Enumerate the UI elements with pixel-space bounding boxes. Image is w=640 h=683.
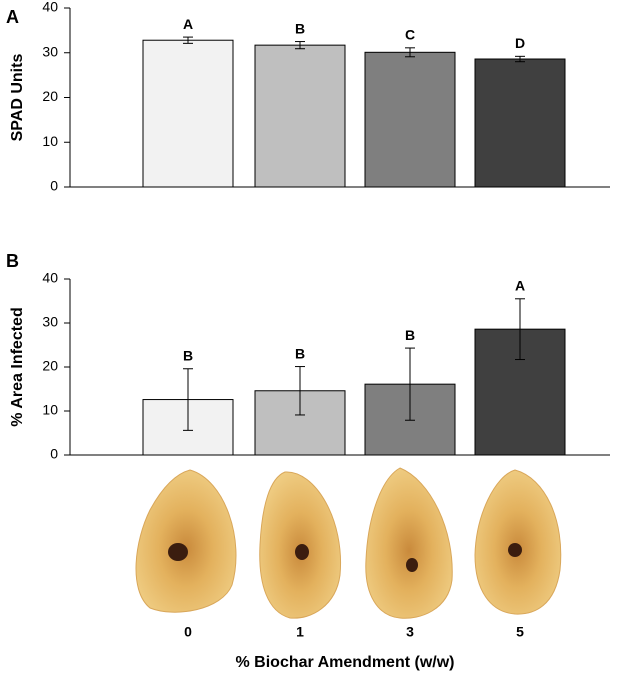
panel-label: B [6,251,19,271]
lesion [295,544,309,560]
y-tick-label: 10 [42,402,58,418]
x-axis-label: % Biochar Amendment (w/w) [236,654,455,671]
significance-letter: B [295,345,305,361]
y-tick-label: 30 [42,314,58,330]
y-tick-label: 0 [50,446,58,462]
leaf-images [135,467,562,619]
x-tick-label: 3 [406,624,414,640]
significance-letter: C [405,27,415,43]
significance-letter: D [515,35,525,51]
panel-label: A [6,7,19,27]
leaf [135,469,237,613]
bar [142,39,234,188]
significance-letter: B [405,327,415,343]
y-tick-label: 30 [42,43,58,59]
x-tick-label: 5 [516,624,524,640]
y-tick-label: 20 [42,358,58,374]
bar [474,58,566,188]
leaf [474,469,562,615]
x-tick-label: 1 [296,624,304,640]
y-tick-label: 10 [42,133,58,149]
leaf [365,467,453,619]
significance-letter: A [183,16,193,32]
y-tick-label: 0 [50,178,58,194]
y-tick-label: 20 [42,88,58,104]
x-tick-label: 0 [184,624,192,640]
bar [254,44,346,188]
significance-letter: B [183,347,193,363]
y-tick-label: 40 [42,270,58,286]
y-tick-label: 40 [42,0,58,15]
y-axis-label: SPAD Units [9,54,26,142]
lesion [406,558,418,572]
bar [364,51,456,188]
significance-letter: A [515,278,525,294]
significance-letter: B [295,20,305,36]
lesion [168,543,188,561]
y-axis-label: % Area Infected [9,307,26,426]
lesion [508,543,522,557]
